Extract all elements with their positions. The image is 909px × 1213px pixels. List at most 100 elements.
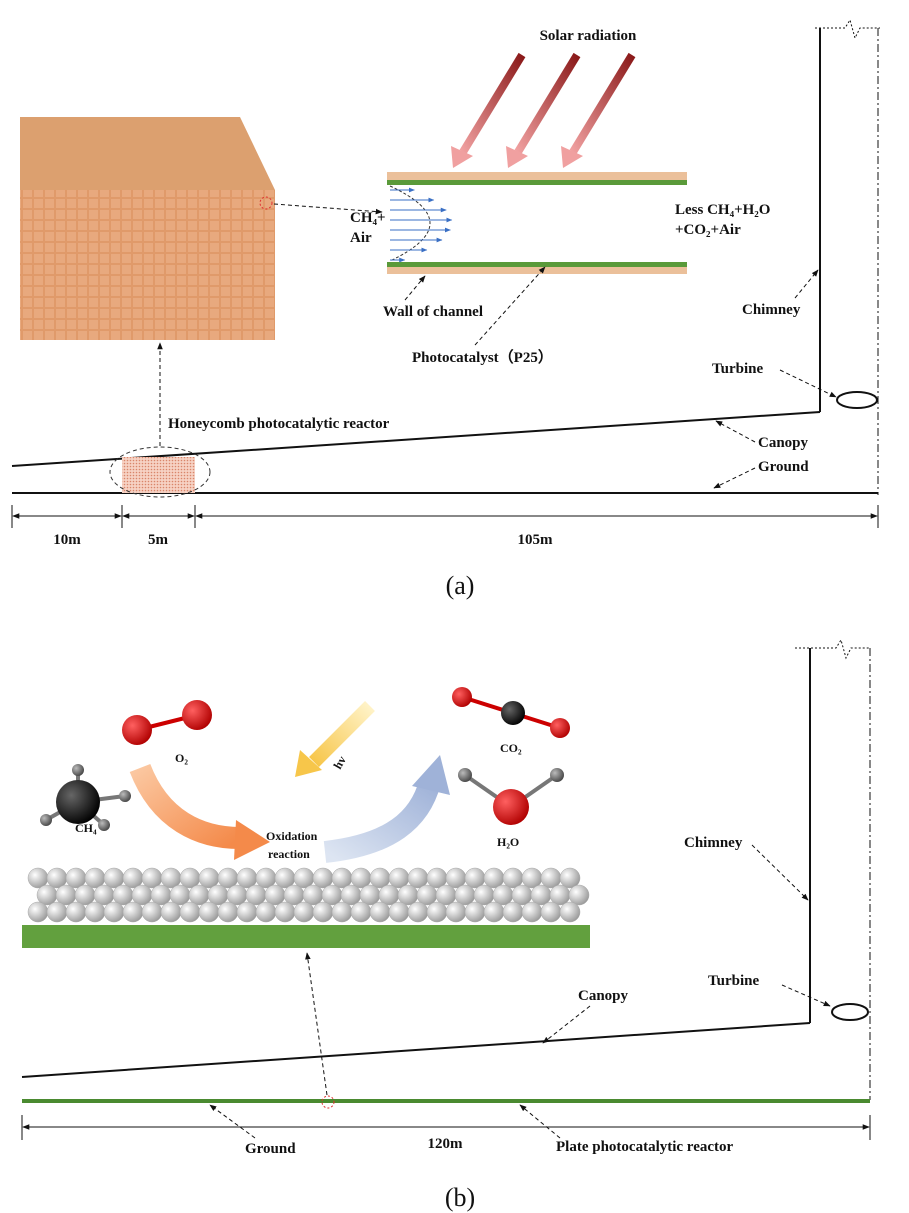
particle bbox=[484, 902, 504, 922]
label: Plate photocatalytic reactor bbox=[556, 1139, 734, 1155]
atom bbox=[40, 814, 52, 826]
pointer bbox=[780, 370, 836, 397]
particle bbox=[275, 902, 295, 922]
label: Ground bbox=[758, 459, 809, 475]
label: Chimney bbox=[684, 835, 743, 851]
particle bbox=[370, 902, 390, 922]
pointer bbox=[782, 985, 830, 1006]
label: Ground bbox=[245, 1141, 296, 1157]
particle bbox=[47, 902, 67, 922]
particle bbox=[237, 902, 257, 922]
label: Canopy bbox=[578, 988, 629, 1004]
label: hv bbox=[330, 754, 348, 772]
atom bbox=[550, 718, 570, 738]
solar-ray bbox=[463, 55, 522, 152]
panel-a: Solar radiation CH₄+ Air Less CH₄+H₂O +C… bbox=[12, 20, 880, 600]
pointer bbox=[714, 468, 755, 488]
atom bbox=[98, 819, 110, 831]
particle bbox=[294, 902, 314, 922]
particle bbox=[85, 902, 105, 922]
label: Chimney bbox=[742, 302, 801, 318]
flow-arrows bbox=[390, 190, 452, 260]
particle bbox=[465, 902, 485, 922]
dimension: 120m bbox=[428, 1136, 464, 1152]
particle bbox=[446, 902, 466, 922]
particle bbox=[104, 902, 124, 922]
particle bbox=[427, 902, 447, 922]
label: Oxidation bbox=[266, 829, 318, 843]
caption: (a) bbox=[446, 571, 475, 600]
panel-b: hv O₂ CH₄ CO₂ H₂O Oxidation reaction Chi… bbox=[22, 640, 870, 1212]
particle bbox=[503, 902, 523, 922]
honeycomb bbox=[20, 190, 275, 340]
pointer bbox=[405, 276, 425, 300]
light-arrow bbox=[314, 706, 370, 762]
particle bbox=[522, 902, 542, 922]
wall bbox=[387, 267, 687, 274]
atom bbox=[452, 687, 472, 707]
particle bbox=[199, 902, 219, 922]
particle bbox=[142, 902, 162, 922]
pointer bbox=[210, 1105, 255, 1138]
label: Honeycomb photocatalytic reactor bbox=[168, 416, 390, 432]
particle bbox=[313, 902, 333, 922]
particle bbox=[66, 902, 86, 922]
pointer bbox=[543, 1006, 590, 1043]
particle bbox=[123, 902, 143, 922]
dimension: 10m bbox=[53, 532, 81, 548]
pointer bbox=[475, 267, 545, 345]
catalyst-particles bbox=[28, 868, 589, 922]
particle bbox=[332, 902, 352, 922]
label: reaction bbox=[268, 847, 310, 861]
catalyst bbox=[387, 180, 687, 185]
solar-rays bbox=[451, 55, 632, 168]
particle bbox=[351, 902, 371, 922]
label: Wall of channel bbox=[383, 304, 483, 320]
dimension: 5m bbox=[148, 532, 169, 548]
particle bbox=[408, 902, 428, 922]
particle bbox=[180, 902, 200, 922]
pointer bbox=[716, 421, 755, 442]
atom bbox=[182, 700, 212, 730]
canopy bbox=[22, 1023, 810, 1077]
turbine bbox=[832, 1004, 868, 1020]
particle bbox=[28, 902, 48, 922]
particle bbox=[541, 902, 561, 922]
label: Less CH₄+H₂O bbox=[675, 202, 770, 218]
label: O₂ bbox=[175, 751, 188, 765]
atom bbox=[122, 715, 152, 745]
solar-ray bbox=[573, 55, 632, 152]
particle bbox=[256, 902, 276, 922]
break bbox=[815, 20, 880, 38]
pointer bbox=[307, 953, 327, 1095]
atom bbox=[119, 790, 131, 802]
dimension-line bbox=[12, 505, 878, 528]
atom bbox=[550, 768, 564, 782]
label: H₂O bbox=[497, 835, 519, 849]
turbine bbox=[837, 392, 877, 408]
pointer bbox=[795, 270, 818, 298]
pointer bbox=[520, 1105, 560, 1138]
particle bbox=[161, 902, 181, 922]
atom bbox=[501, 701, 525, 725]
figure: Solar radiation CH₄+ Air Less CH₄+H₂O +C… bbox=[0, 0, 909, 1213]
solar-ray bbox=[518, 55, 577, 152]
particle bbox=[560, 902, 580, 922]
wall bbox=[387, 172, 687, 180]
label: Solar radiation bbox=[540, 28, 637, 44]
caption: (b) bbox=[445, 1183, 475, 1212]
label: Turbine bbox=[712, 361, 763, 377]
reaction-arrow bbox=[140, 768, 240, 838]
reaction-arrowhead bbox=[234, 820, 270, 860]
label: CH₄+ bbox=[350, 210, 386, 226]
product-arrow bbox=[325, 782, 430, 852]
atom bbox=[458, 768, 472, 782]
label: +CO₂+Air bbox=[675, 222, 741, 238]
dimension: 105m bbox=[518, 532, 554, 548]
label: Turbine bbox=[708, 973, 759, 989]
label: Photocatalyst（P25） bbox=[412, 348, 553, 366]
label: CH₄ bbox=[75, 821, 97, 835]
label: CO₂ bbox=[500, 741, 522, 755]
plate bbox=[22, 925, 590, 948]
particle bbox=[389, 902, 409, 922]
